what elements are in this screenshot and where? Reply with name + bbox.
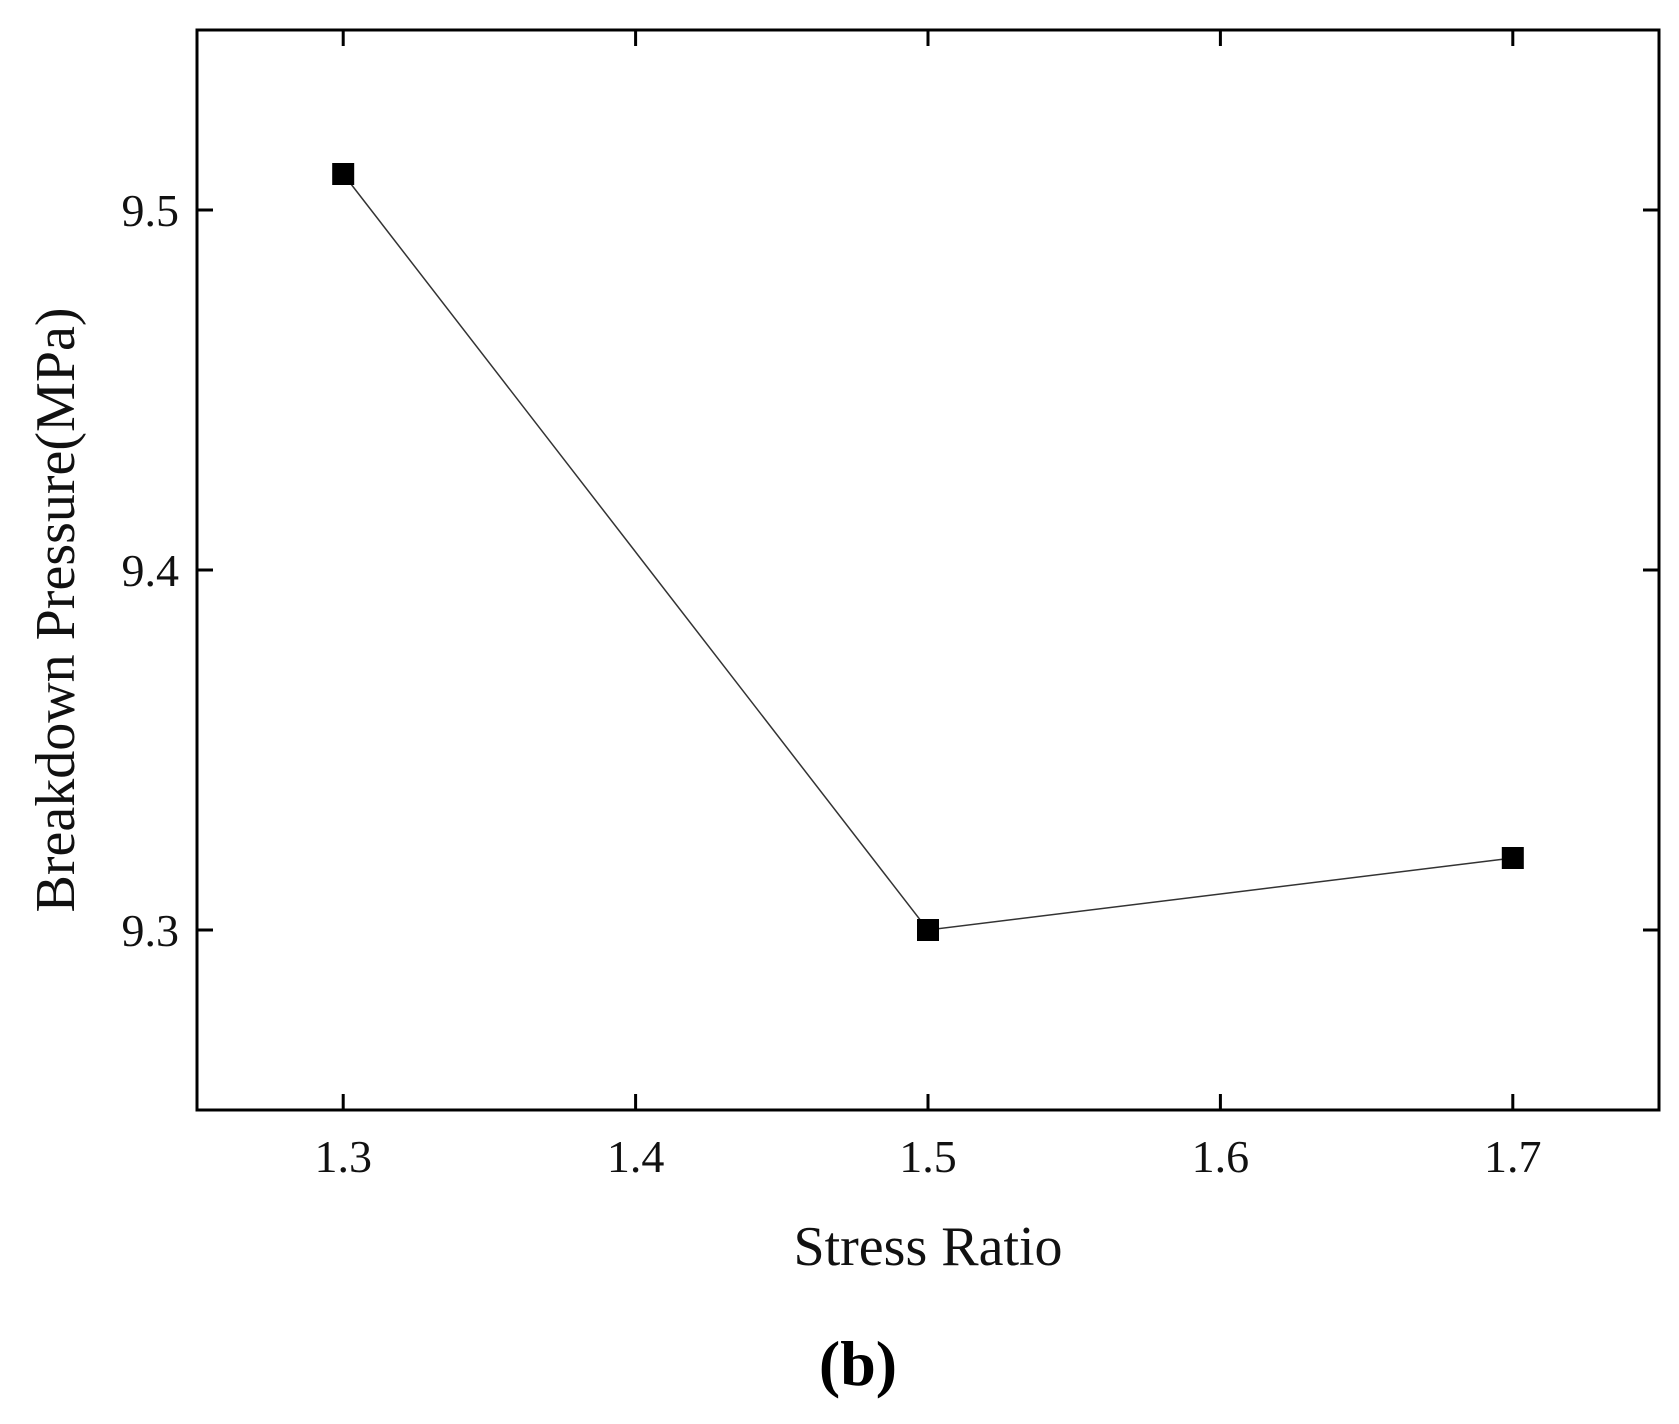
series-line [342, 173, 1513, 931]
x-tick-label: 1.3 [314, 1131, 372, 1182]
y-axis-title: Breakdown Pressure(MPa) [25, 308, 87, 913]
data-point-marker [1501, 847, 1524, 869]
x-tick-label: 1.4 [607, 1131, 665, 1182]
series-layer [332, 163, 1524, 941]
y-tick-label: 9.4 [122, 545, 180, 596]
y-tick-label: 9.5 [122, 185, 180, 236]
x-tick-label: 1.7 [1484, 1131, 1542, 1182]
data-point-marker [332, 163, 355, 185]
data-point-marker [917, 919, 939, 941]
panel-label: (b) [819, 1328, 897, 1399]
x-tick-label: 1.6 [1192, 1131, 1250, 1182]
y-tick-label: 9.3 [122, 905, 180, 956]
plot-frame [195, 28, 1661, 1112]
x-axis-title: Stress Ratio [793, 1216, 1062, 1278]
x-tick-label: 1.5 [899, 1131, 957, 1182]
x-axis-ticks: 1.3 1.4 1.5 1.6 1.7 [314, 30, 1542, 1182]
y-axis-ticks: 9.3 9.4 9.5 [122, 185, 1659, 956]
